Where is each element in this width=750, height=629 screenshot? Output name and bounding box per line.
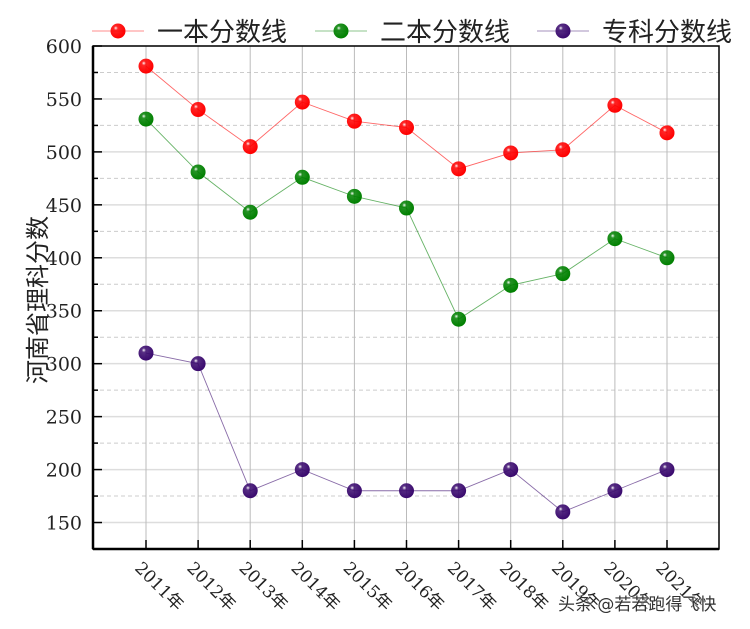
data-point	[607, 231, 623, 247]
data-point	[451, 161, 467, 177]
data-point	[294, 94, 310, 110]
data-point	[190, 102, 206, 118]
data-point	[555, 504, 571, 520]
x-tick-label: 2015年	[339, 558, 396, 615]
data-point	[346, 483, 362, 499]
data-point	[294, 462, 310, 478]
y-axis-label: 河南省理科分数	[24, 216, 52, 384]
data-point	[503, 145, 519, 161]
data-point	[346, 113, 362, 129]
data-point	[607, 483, 623, 499]
legend-marker	[555, 23, 571, 39]
data-point	[294, 169, 310, 185]
y-tick-label: 150	[46, 513, 82, 535]
legend-label: 二本分数线	[380, 18, 510, 48]
data-point	[399, 200, 414, 216]
y-tick-label: 200	[46, 460, 82, 482]
x-tick-label: 2011年	[130, 558, 187, 615]
x-tick-label: 2017年	[443, 558, 500, 615]
data-point	[399, 120, 414, 136]
data-point	[451, 483, 467, 499]
data-point	[555, 142, 571, 158]
data-point	[503, 462, 519, 478]
data-point	[138, 345, 154, 361]
legend-label: 一本分数线	[157, 18, 287, 48]
y-tick-label: 550	[46, 89, 82, 111]
data-point	[190, 356, 206, 372]
data-point	[659, 250, 675, 266]
data-point	[659, 125, 675, 141]
data-point	[242, 139, 258, 155]
data-point	[138, 111, 154, 127]
data-point	[242, 204, 258, 220]
data-point	[346, 188, 362, 204]
legend-label: 专科分数线	[602, 18, 732, 48]
y-tick-label: 250	[46, 407, 82, 429]
data-point	[190, 164, 206, 180]
watermark: 头条 @若若跑得飞快	[558, 595, 717, 615]
y-tick-label: 300	[46, 354, 82, 376]
x-tick-label: 2018年	[495, 558, 552, 615]
y-tick-label: 350	[46, 301, 82, 323]
y-tick-label: 500	[46, 142, 82, 164]
x-tick-label: 2016年	[391, 558, 448, 615]
data-point	[659, 462, 675, 478]
data-point	[242, 483, 258, 499]
data-point	[138, 58, 154, 74]
legend-marker	[110, 23, 126, 39]
data-point	[607, 97, 623, 113]
x-tick-label: 2014年	[287, 558, 344, 615]
legend-marker	[333, 23, 349, 39]
y-tick-label: 600	[46, 36, 82, 58]
data-point	[555, 266, 571, 282]
data-point	[451, 311, 467, 327]
y-tick-label: 450	[46, 195, 82, 217]
data-point	[399, 483, 414, 499]
data-point	[503, 277, 519, 293]
x-tick-label: 2012年	[183, 558, 240, 615]
y-tick-label: 400	[46, 248, 82, 270]
x-tick-label: 2013年	[235, 558, 292, 615]
